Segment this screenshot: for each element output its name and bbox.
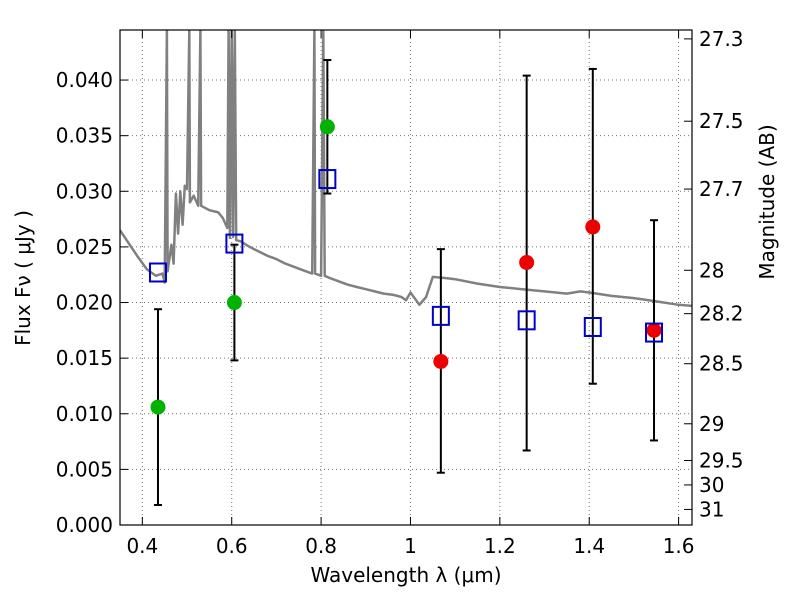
model-flux-square [225,233,244,254]
plot-frame [119,29,693,526]
data-points-layer [148,59,664,506]
y-tick-label: 0.040 [56,68,113,92]
optical-flux-point [150,399,166,415]
right-tick-label: 31 [699,497,724,521]
x-tick-label: 0.8 [305,534,337,558]
nir-flux-point [433,353,449,369]
x-tick-label: 1.2 [484,534,516,558]
model-flux-square [148,262,167,283]
right-tick-label: 27.3 [699,27,744,51]
y-axis-label: Flux Fν ( μJy ) [11,210,35,346]
grid-lines [120,30,692,526]
right-tick-label: 28 [699,258,724,282]
y-tick-label: 0.030 [56,179,113,203]
x-tick-label: 1.6 [663,534,695,558]
nir-flux-point [646,322,662,338]
nir-flux-point [519,254,535,270]
y-tick-label: 0.020 [56,291,113,315]
axis-ticks [120,30,692,526]
optical-flux-point [319,119,335,135]
y-tick-label: 0.015 [56,346,113,370]
x-tick-label: 0.4 [126,534,158,558]
right-tick-label: 27.7 [699,177,744,201]
right-tick-label: 28.5 [699,352,744,376]
nir-flux-point [585,219,601,235]
y-tick-label: 0.010 [56,402,113,426]
model-flux-square [645,322,664,343]
y-tick-label: 0.025 [56,235,113,259]
x-tick-label: 1 [404,534,417,558]
tick-labels: 0.4 0.6 0.8 1 1.2 1.4 1.6 0.000 0.005 0.010 0.015 0… [56,27,744,558]
right-axis-label: Magnitude (AB) [755,124,779,279]
model-flux-square [318,169,337,190]
right-tick-label: 29.5 [699,448,744,472]
x-axis-label: Wavelength λ (μm) [310,563,501,587]
right-tick-label: 29 [699,412,724,436]
y-tick-label: 0.000 [56,513,113,537]
y-tick-label: 0.035 [56,124,113,148]
x-tick-label: 1.4 [573,534,605,558]
model-flux-square [517,310,536,331]
model-flux-square [583,317,602,337]
optical-flux-point [226,295,242,311]
right-tick-label: 27.5 [699,109,744,133]
y-tick-label: 0.005 [56,457,113,481]
model-spectrum-layer [120,30,692,308]
x-tick-label: 0.6 [216,534,248,558]
right-tick-label: 28.2 [699,302,744,326]
model-spectrum-line [120,30,692,308]
model-flux-square [431,305,450,326]
right-tick-label: 30 [699,473,724,497]
